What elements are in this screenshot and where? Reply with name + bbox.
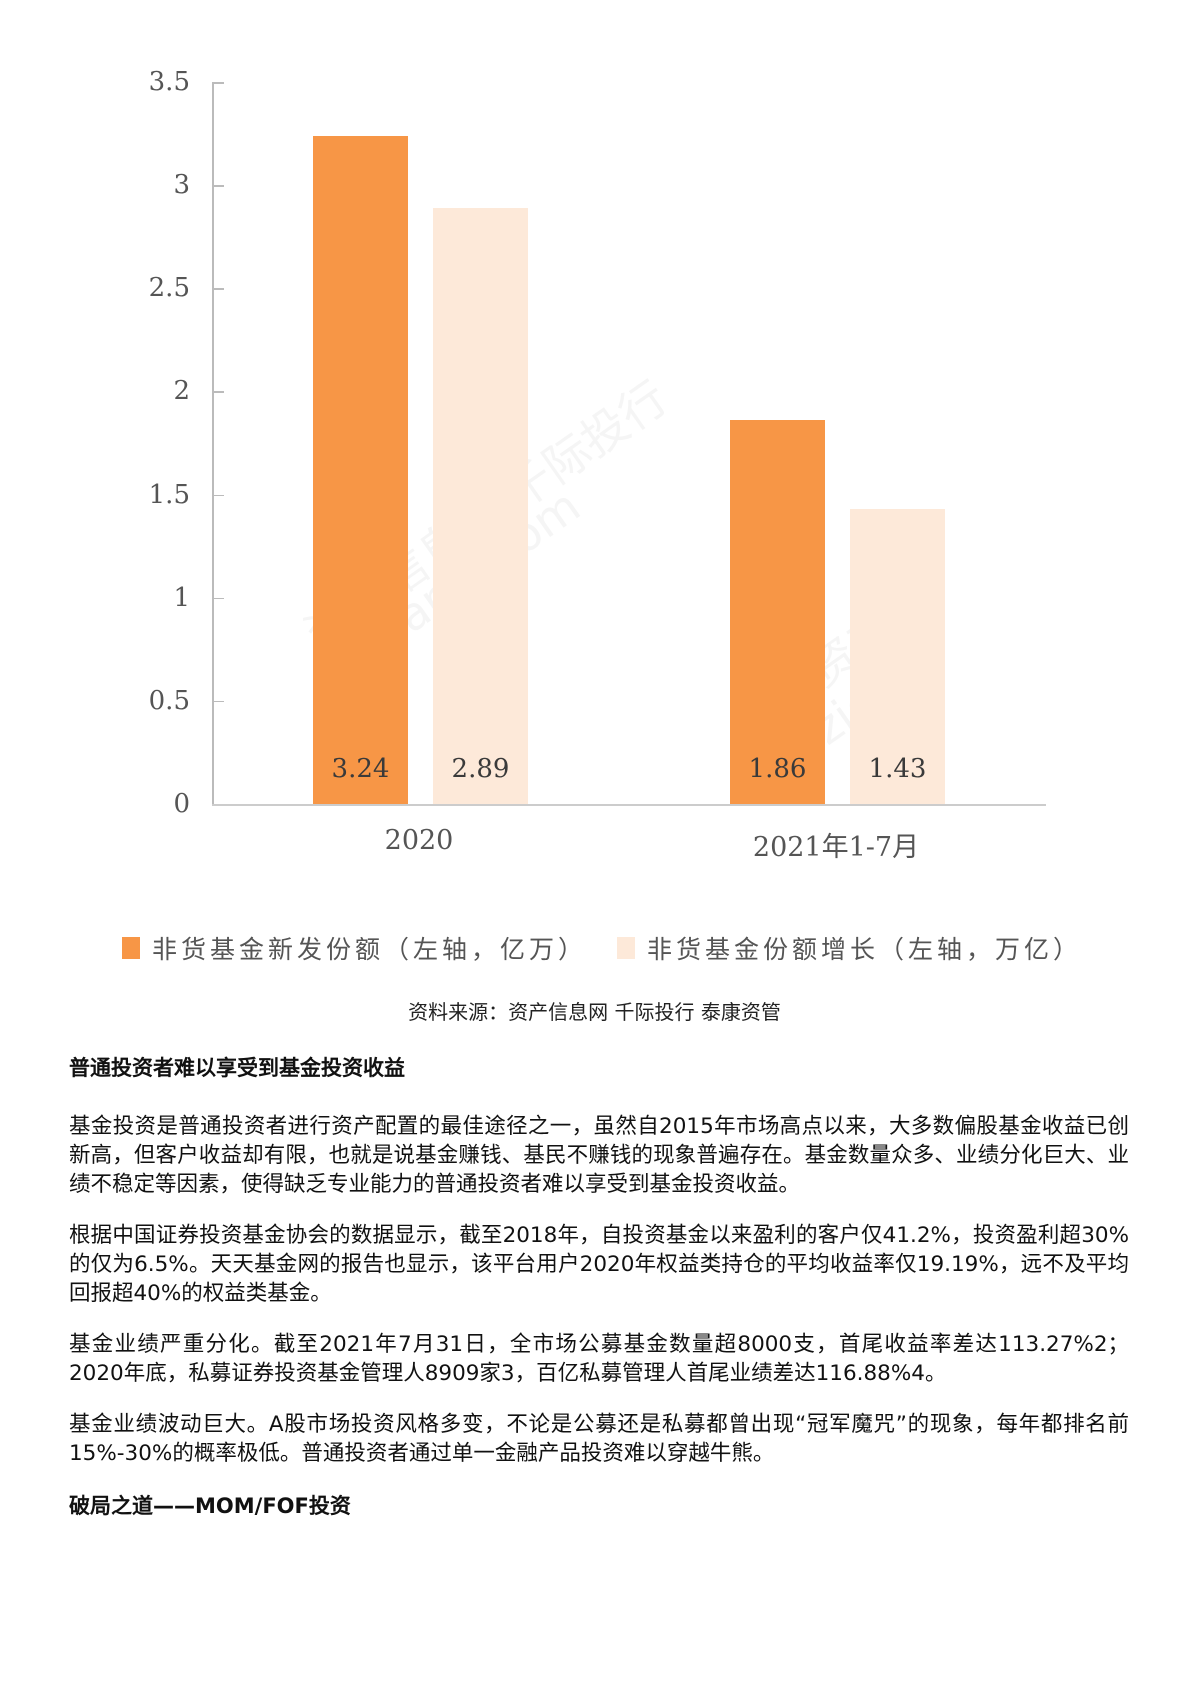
bar-value-label: 1.43 bbox=[868, 753, 927, 784]
y-tick-mark bbox=[212, 288, 224, 290]
source-caption: 资料来源：资产信息网 千际投行 泰康资管 bbox=[408, 1000, 781, 1024]
y-tick-mark bbox=[212, 494, 224, 497]
paragraph: 基金业绩严重分化。截至2021年7月31日，全市场公募基金数量超8000支，首尾… bbox=[69, 1332, 1129, 1386]
bar: 1.86 bbox=[730, 420, 825, 804]
y-tick-mark bbox=[212, 700, 224, 703]
legend-label: 非货基金新发份额（左轴，亿万） bbox=[152, 935, 588, 964]
bar: 2.89 bbox=[433, 207, 528, 804]
x-label-2021: 2021年1-7月 bbox=[752, 832, 920, 863]
paragraph: 根据中国证券投资基金协会的数据显示，截至2018年，自投资基金以来盈利的客户仅4… bbox=[69, 1223, 1129, 1306]
y-tick-label: 3.5 bbox=[148, 67, 190, 97]
article: 普通投资者难以享受到基金投资收益 基金投资是普通投资者进行资产配置的最佳途径之一… bbox=[69, 1052, 1129, 1550]
legend-item-new-issuance: 非货基金新发份额（左轴，亿万） bbox=[122, 930, 587, 966]
y-tick-label: 1.5 bbox=[148, 479, 190, 510]
bar: 3.24 bbox=[313, 135, 408, 804]
legend-swatch-peach bbox=[617, 937, 636, 959]
x-label-2020: 2020 bbox=[384, 825, 454, 856]
bar-value-label: 1.86 bbox=[748, 753, 807, 784]
legend-swatch-orange bbox=[122, 937, 140, 959]
bar: 1.43 bbox=[850, 509, 945, 804]
legend: 非货基金新发份额（左轴，亿万） 非货基金份额增长（左轴，万亿） bbox=[122, 930, 1112, 966]
bar-chart: 资产信息网 千际投行 zichanxi.com 资产信 zich 00.511.… bbox=[122, 67, 1112, 966]
bar-value-label: 3.24 bbox=[331, 753, 390, 784]
legend-label: 非货基金份额增长（左轴，万亿） bbox=[647, 935, 1083, 964]
bar-value-label: 2.89 bbox=[451, 753, 510, 784]
y-tick-label: 3 bbox=[173, 170, 190, 201]
y-tick-label: 1 bbox=[173, 582, 190, 613]
y-tick-mark bbox=[212, 82, 224, 84]
x-axis-line bbox=[212, 804, 1046, 806]
y-axis-line bbox=[212, 82, 214, 804]
y-tick-label: 2 bbox=[173, 376, 190, 407]
y-tick-label: 0 bbox=[173, 789, 190, 819]
y-tick-mark bbox=[212, 391, 224, 393]
paragraph: 基金投资是普通投资者进行资产配置的最佳途径之一，虽然自2015年市场高点以来，大… bbox=[69, 1114, 1129, 1197]
y-tick-label: 2.5 bbox=[148, 273, 190, 304]
y-tick-mark bbox=[212, 185, 224, 187]
paragraph: 基金业绩波动巨大。A股市场投资风格多变，不论是公募还是私募都曾出现“冠军魔咒”的… bbox=[69, 1412, 1129, 1466]
legend-item-share-growth: 非货基金份额增长（左轴，万亿） bbox=[617, 930, 1082, 966]
section-heading: 破局之道——MOM/FOF投资 bbox=[69, 1494, 351, 1518]
y-tick-mark bbox=[212, 597, 224, 600]
y-tick-label: 0.5 bbox=[148, 685, 190, 716]
section-heading: 普通投资者难以享受到基金投资收益 bbox=[69, 1056, 405, 1080]
